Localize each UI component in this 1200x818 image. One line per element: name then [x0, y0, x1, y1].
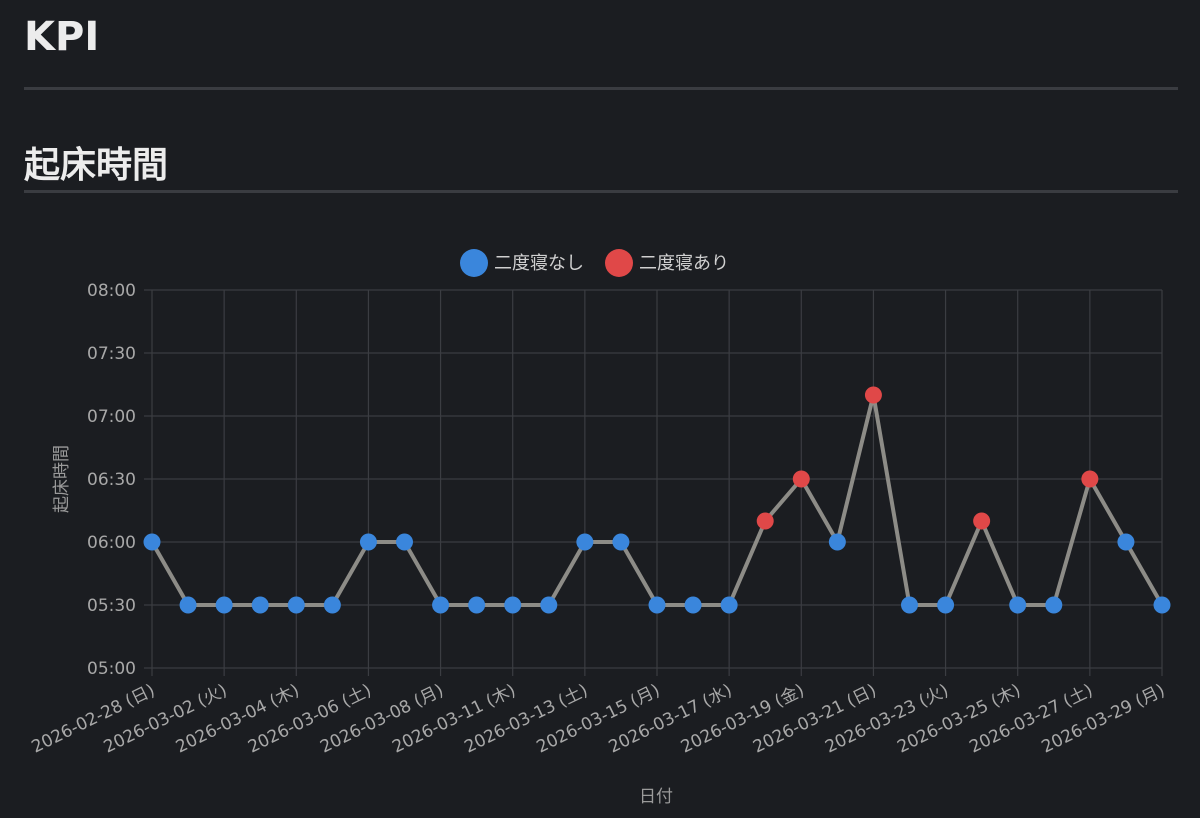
x-axis-ticks: 2026-02-28 (日)2026-03-02 (火)2026-03-04 (… [29, 681, 1169, 758]
section-title: 起床時間 [24, 145, 169, 186]
x-tick-label: 2026-03-06 (土) [245, 681, 375, 758]
data-point-snooze [864, 386, 882, 404]
data-point-no-snooze [684, 596, 702, 614]
legend-marker-no-snooze [460, 249, 488, 277]
page-title: KPI [24, 14, 100, 60]
data-point-no-snooze [323, 596, 341, 614]
x-tick-label: 2026-03-02 (火) [101, 681, 231, 758]
x-tick-label: 2026-03-23 (火) [822, 681, 952, 758]
chart-grid [144, 289, 1163, 676]
x-tick-label: 2026-02-28 (日) [29, 681, 159, 758]
x-tick-label: 2026-03-27 (土) [966, 681, 1096, 758]
x-tick-label: 2026-03-17 (水) [606, 681, 736, 758]
x-tick-label: 2026-03-08 (月) [317, 681, 447, 758]
data-point-no-snooze [1117, 533, 1135, 551]
chart-legend[interactable]: 二度寝なし 二度寝あり [460, 249, 729, 277]
data-point-no-snooze [179, 596, 197, 614]
data-point-no-snooze [937, 596, 955, 614]
data-point-no-snooze [504, 596, 522, 614]
y-tick-label: 05:30 [87, 596, 136, 616]
x-tick-label: 2026-03-15 (月) [534, 681, 664, 758]
y-tick-label: 06:30 [87, 470, 136, 490]
y-tick-label: 06:00 [87, 533, 136, 553]
data-point-no-snooze [648, 596, 666, 614]
legend-label-no-snooze: 二度寝なし [494, 253, 584, 274]
x-tick-label: 2026-03-13 (土) [461, 681, 591, 758]
x-tick-label: 2026-03-04 (木) [173, 681, 303, 758]
data-point-no-snooze [828, 533, 846, 551]
legend-marker-snooze [605, 249, 633, 277]
x-axis-title: 日付 [639, 787, 673, 807]
y-tick-label: 05:00 [87, 659, 136, 679]
data-point-no-snooze [1153, 596, 1171, 614]
data-point-no-snooze [432, 596, 450, 614]
data-point-no-snooze [540, 596, 558, 614]
data-point-snooze [792, 470, 810, 488]
data-point-snooze [1081, 470, 1099, 488]
data-point-no-snooze [901, 596, 918, 614]
x-tick-label: 2026-03-19 (金) [678, 681, 808, 758]
x-tick-label: 2026-03-11 (木) [389, 681, 519, 758]
data-point-no-snooze [143, 533, 161, 551]
y-axis-title: 起床時間 [52, 445, 72, 513]
data-point-snooze [973, 512, 991, 530]
data-point-no-snooze [1009, 596, 1027, 614]
data-point-no-snooze [396, 533, 413, 551]
y-tick-label: 07:30 [87, 344, 136, 364]
data-point-no-snooze [468, 596, 486, 614]
y-tick-label: 07:00 [87, 407, 136, 427]
data-point-no-snooze [287, 596, 305, 614]
series-points [143, 386, 1171, 614]
data-point-no-snooze [215, 596, 233, 614]
data-point-no-snooze [1045, 596, 1063, 614]
data-point-snooze [756, 512, 774, 530]
y-axis-ticks: 08:00 07:30 07:00 06:30 06:00 05:30 05:00 [87, 281, 136, 679]
legend-label-snooze: 二度寝あり [639, 253, 729, 274]
section-divider [24, 190, 1178, 193]
y-tick-label: 08:00 [87, 281, 136, 301]
title-divider [24, 87, 1178, 90]
data-point-no-snooze [359, 533, 377, 551]
data-point-no-snooze [612, 533, 630, 551]
x-tick-label: 2026-03-21 (日) [750, 681, 880, 758]
x-tick-label: 2026-03-29 (月) [1039, 681, 1169, 758]
data-point-no-snooze [251, 596, 269, 614]
data-point-no-snooze [576, 533, 594, 551]
data-point-no-snooze [720, 596, 738, 614]
x-tick-label: 2026-03-25 (木) [894, 681, 1024, 758]
